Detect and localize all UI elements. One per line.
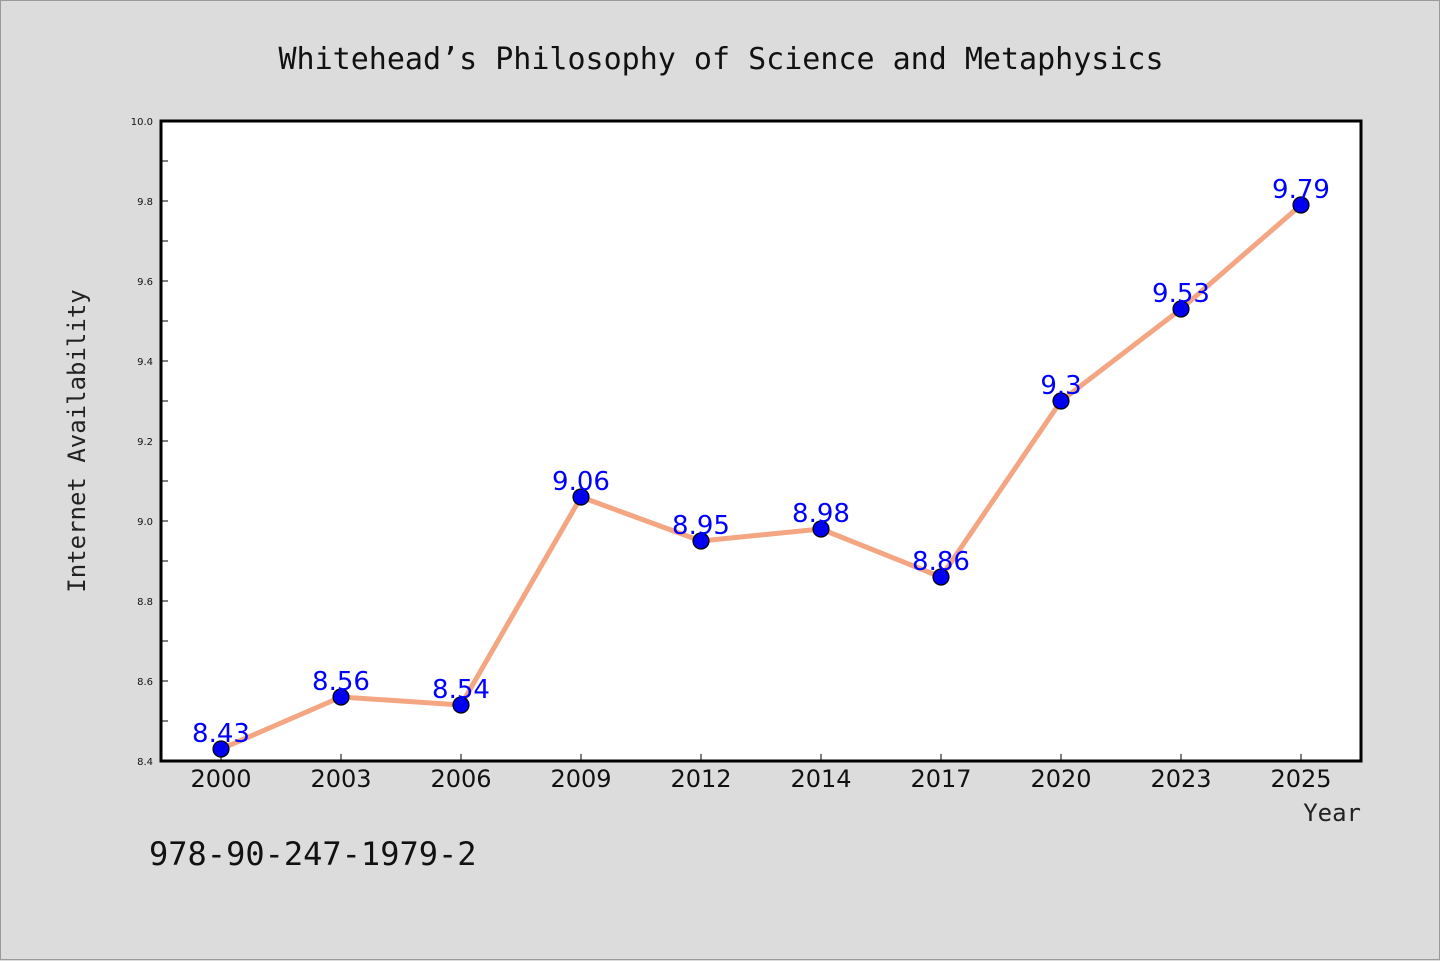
y-tick-label: 9.4: [137, 357, 153, 368]
data-label: 9.79: [1272, 175, 1330, 205]
y-tick-label: 9.8: [137, 197, 153, 208]
data-label: 9.3: [1040, 371, 1081, 401]
x-tick-label: 2025: [1270, 765, 1331, 793]
y-tick-label: 10.0: [131, 117, 153, 128]
data-point: [1292, 196, 1310, 214]
x-tick-label: 2017: [910, 765, 971, 793]
x-tick-label: 2000: [190, 765, 251, 793]
y-tick-label: 9.0: [137, 517, 153, 528]
x-tick-label: 2014: [790, 765, 851, 793]
y-tick-label: 8.4: [137, 757, 153, 768]
data-point: [812, 520, 830, 538]
series-line: [220, 203, 1303, 752]
data-point: [1052, 392, 1070, 410]
data-label: 8.86: [912, 547, 970, 577]
data-point: [332, 688, 350, 706]
data-point: [1172, 300, 1190, 318]
x-tick-label: 2009: [550, 765, 611, 793]
data-label: 9.06: [552, 467, 610, 497]
series-layer: 8.43 8.56 8.54 9.06 8.95 8.98 8.86 9.3 9.53 9.79: [192, 175, 1330, 758]
data-point: [932, 568, 950, 586]
x-tick-label: 2003: [310, 765, 371, 793]
y-tick-label: 9.6: [137, 277, 153, 288]
x-axis-title: Year: [1303, 799, 1361, 827]
data-label: 8.54: [432, 675, 490, 705]
plot-area: [159, 119, 1363, 763]
y-tick-label: 8.8: [137, 597, 153, 608]
data-label: 8.98: [792, 499, 850, 529]
data-point: [572, 488, 590, 506]
y-axis: 8.4 8.6 8.8 9.0 9.2 9.4 9.6 9.8 10.0: [131, 117, 168, 768]
data-point: [212, 740, 230, 758]
x-tick-label: 2020: [1030, 765, 1091, 793]
data-label: 8.56: [312, 667, 370, 697]
y-tick-label: 9.2: [137, 437, 153, 448]
data-label: 9.53: [1152, 279, 1210, 309]
x-tick-label: 2023: [1150, 765, 1211, 793]
data-label: 8.43: [192, 719, 250, 749]
isbn-label: 978-90-247-1979-2: [149, 835, 477, 873]
x-axis: 2000 2003 2006 2009 2012 2014 2017 2020 2023 2025: [190, 754, 1332, 793]
y-tick-label: 8.6: [137, 677, 153, 688]
chart-title: Whitehead’s Philosophy of Science and Me…: [278, 42, 1163, 77]
data-label: 8.95: [672, 511, 730, 541]
x-tick-label: 2006: [430, 765, 491, 793]
data-point: [692, 532, 710, 550]
x-tick-label: 2012: [670, 765, 731, 793]
y-axis-title: Internet Availability: [63, 289, 91, 592]
data-point: [452, 696, 470, 714]
